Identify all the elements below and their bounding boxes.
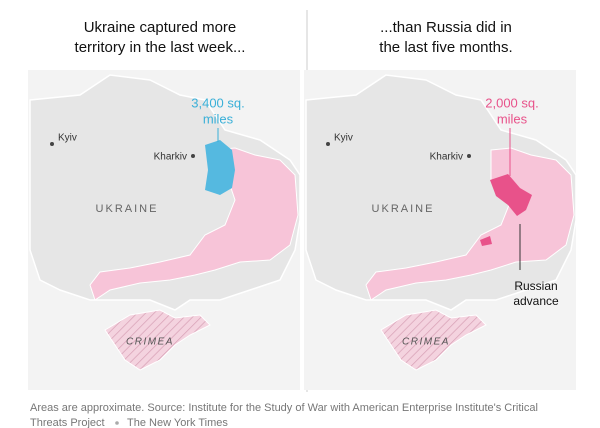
city-label: Kyiv (334, 133, 353, 144)
panel-title: territory in the last week... (75, 39, 246, 56)
annotation: advance (513, 294, 559, 308)
russia-gain (480, 236, 492, 246)
area-label: 2,000 sq. (485, 95, 539, 110)
city-label: Kyiv (58, 133, 77, 144)
region-label: CRIMEA (402, 337, 450, 348)
footnote: Areas are approximate. Source: Institute… (30, 402, 538, 414)
footnote: Threats Project (30, 417, 105, 428)
city-label: Kharkiv (154, 152, 187, 163)
panel-title: ...than Russia did in (380, 19, 512, 36)
area-label: 3,400 sq. (191, 95, 245, 110)
area-label: miles (497, 111, 528, 126)
city-dot (50, 142, 54, 146)
left-panel: Ukraine captured more territory in the l… (27, 19, 301, 391)
region-label: CRIMEA (126, 337, 174, 348)
panel-title: the last five months. (379, 39, 512, 56)
city-label: Kharkiv (430, 152, 463, 163)
ukraine-gain (205, 140, 235, 195)
panel-title: Ukraine captured more (84, 19, 237, 36)
country-label: UKRAINE (96, 203, 159, 215)
city-dot (191, 154, 195, 158)
right-panel: ...than Russia did in the last five mont… (303, 19, 577, 391)
credit: The New York Times (127, 417, 228, 428)
separator (115, 421, 119, 425)
annotation: Russian (514, 279, 557, 293)
city-dot (467, 154, 471, 158)
city-dot (326, 142, 330, 146)
country-label: UKRAINE (372, 203, 435, 215)
area-label: miles (203, 111, 234, 126)
russia-gain (490, 174, 532, 216)
